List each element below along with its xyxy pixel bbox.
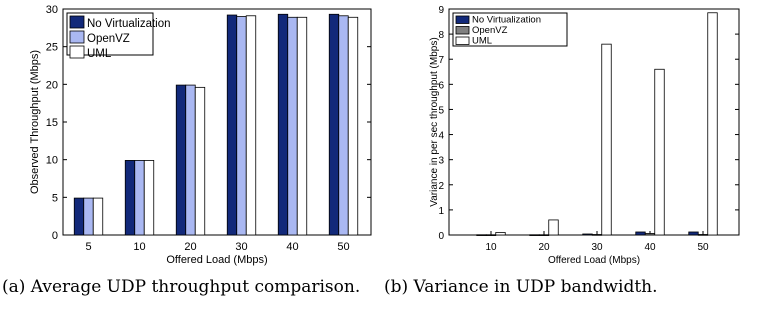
bar-no-virtualization — [277, 13, 289, 236]
bar-no-virtualization — [582, 233, 593, 236]
y-tick-label: 10 — [46, 155, 58, 167]
x-tick-label: 30 — [591, 242, 603, 253]
y-tick-label: 4 — [438, 131, 444, 142]
bar-no-virtualization — [635, 231, 646, 236]
legend-swatch — [69, 45, 85, 59]
bar-uml — [548, 219, 559, 236]
bar-openvz — [591, 234, 603, 236]
caption-a: (a) Average UDP throughput comparison. — [2, 277, 361, 297]
bar-uml — [92, 197, 104, 236]
bar-no-virtualization — [688, 231, 699, 236]
x-axis-label: Offered Load (Mbps) — [166, 254, 267, 266]
x-tick-label: 20 — [184, 241, 196, 253]
x-tick-label: 30 — [235, 241, 247, 253]
y-tick-label: 0 — [52, 230, 58, 242]
x-tick-label: 10 — [133, 241, 145, 253]
x-tick-label: 5 — [85, 241, 91, 253]
bar-openvz — [697, 234, 709, 236]
bar-uml — [143, 160, 155, 236]
bar-openvz — [83, 197, 94, 236]
bar-uml — [296, 16, 308, 236]
bar-uml — [707, 12, 718, 236]
y-tick-label: 25 — [46, 42, 58, 54]
legend-label: No Virtualization — [87, 18, 171, 30]
y-tick-label: 6 — [438, 80, 444, 91]
caption-b: (b) Variance in UDP bandwidth. — [384, 277, 658, 297]
bar-no-virtualization — [73, 197, 85, 236]
bar-uml — [245, 15, 257, 236]
y-axis-label: Observed Throughput (Mbps) — [29, 50, 41, 194]
legend-label: UML — [87, 48, 112, 60]
y-tick-label: 7 — [438, 55, 444, 66]
y-tick-label: 2 — [438, 181, 444, 192]
bar-openvz — [134, 160, 145, 236]
bar-openvz — [236, 16, 247, 236]
bar-openvz — [338, 15, 349, 236]
y-tick-label: 3 — [438, 156, 444, 167]
bar-no-virtualization — [226, 14, 238, 236]
y-tick-label: 1 — [438, 206, 444, 217]
bar-openvz — [538, 234, 550, 236]
bar-openvz — [185, 84, 196, 236]
x-tick-label: 50 — [697, 242, 709, 253]
x-tick-label: 20 — [538, 242, 550, 253]
bar-no-virtualization — [476, 234, 487, 236]
x-tick-label: 40 — [644, 242, 656, 253]
legend-swatch — [455, 15, 470, 24]
legend-label: UML — [472, 36, 492, 47]
legend-swatch — [455, 26, 470, 35]
legend-label: OpenVZ — [87, 33, 130, 45]
y-tick-label: 5 — [52, 192, 58, 204]
bar-uml — [654, 68, 665, 236]
legend-label: OpenVZ — [472, 25, 508, 36]
bar-no-virtualization — [328, 13, 340, 236]
x-tick-label: 50 — [337, 241, 349, 253]
legend-swatch — [455, 36, 470, 45]
y-tick-label: 9 — [438, 5, 444, 16]
bar-openvz — [287, 16, 298, 236]
bar-no-virtualization — [529, 234, 540, 236]
y-axis-label: Variance in per sec throughput (Mbps) — [429, 37, 440, 206]
x-tick-label: 10 — [485, 242, 497, 253]
x-tick-label: 40 — [286, 241, 298, 253]
y-tick-label: 5 — [438, 105, 444, 116]
bar-no-virtualization — [124, 160, 136, 236]
y-tick-label: 0 — [438, 231, 444, 242]
bar-openvz — [485, 234, 497, 236]
bar-no-virtualization — [175, 84, 187, 236]
bar-uml — [495, 232, 506, 236]
y-tick-label: 15 — [46, 117, 58, 129]
y-tick-label: 30 — [46, 4, 58, 16]
legend-swatch — [69, 30, 85, 44]
bar-openvz — [644, 233, 656, 236]
bar-uml — [347, 16, 359, 236]
bar-uml — [601, 43, 612, 236]
legend-box-b — [452, 12, 568, 47]
y-tick-label: 8 — [438, 30, 444, 41]
legend-label: No Virtualization — [472, 15, 541, 26]
bar-uml — [194, 86, 206, 236]
x-axis-label: Offered Load (Mbps) — [548, 255, 640, 266]
legend-swatch — [69, 15, 85, 29]
y-tick-label: 20 — [46, 79, 58, 91]
